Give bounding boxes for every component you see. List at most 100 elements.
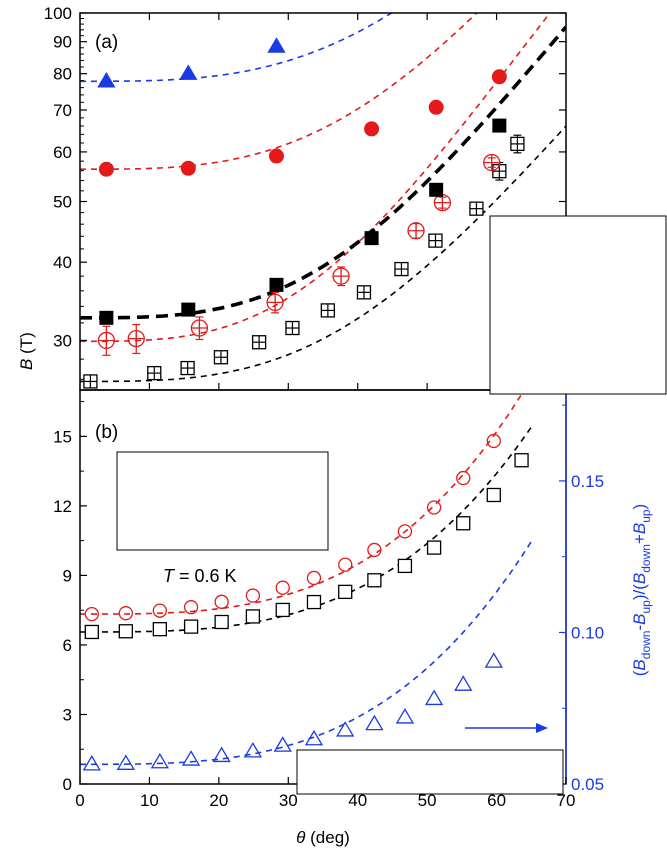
data-point-a	[429, 182, 444, 197]
marker-circle	[338, 557, 353, 572]
xtick-label: 0	[75, 791, 84, 810]
data-point-b	[273, 736, 292, 752]
ytick-label-a: 100	[44, 4, 72, 23]
marker-triangle	[365, 714, 384, 731]
data-point-b	[306, 594, 322, 610]
data-point-b	[338, 584, 353, 600]
axes-b-frame	[79, 389, 567, 785]
data-point-a	[483, 153, 501, 172]
marker-square	[183, 619, 199, 634]
data-point-a	[492, 118, 507, 133]
data-point-a	[127, 329, 145, 348]
data-point-a	[99, 310, 114, 325]
data-point-b	[152, 622, 167, 637]
data-point-a	[97, 331, 116, 350]
data-point-b	[84, 606, 99, 622]
xtick-label: 20	[209, 791, 228, 810]
x-axis-label: θ (deg)	[296, 828, 350, 847]
data-point-a	[285, 320, 300, 336]
data-point-b	[367, 542, 382, 558]
marker-triangle	[336, 721, 355, 737]
data-point-b	[514, 453, 529, 468]
data-point-a	[213, 350, 229, 365]
marker-circle	[183, 600, 199, 615]
marker-triangle	[116, 754, 135, 770]
marker-triangle	[304, 729, 324, 746]
data-point-b	[456, 470, 471, 486]
data-point-a	[320, 303, 336, 318]
ytick-label-b: 3	[63, 705, 72, 724]
marker-circle	[426, 500, 442, 515]
data-point-b	[426, 500, 442, 515]
data-point-b	[181, 750, 201, 766]
marker-square	[492, 118, 507, 133]
data-point-a	[181, 302, 196, 317]
y-axis-label: B (T)	[17, 332, 36, 370]
marker-triangle	[454, 675, 473, 691]
marker-circle	[486, 433, 501, 449]
arrow-head	[536, 723, 548, 733]
data-point-b	[424, 689, 444, 706]
marker-triangle	[150, 752, 169, 769]
data-point-a	[364, 121, 380, 137]
data-point-b	[306, 570, 322, 586]
marker-square	[99, 310, 114, 325]
data-point-b	[82, 755, 101, 771]
marker-square	[269, 277, 284, 292]
data-point-b	[304, 729, 324, 746]
data-point-a	[428, 99, 444, 115]
data-point-b	[486, 433, 501, 449]
data-point-a	[469, 201, 484, 216]
data-point-a	[83, 374, 98, 389]
data-point-b	[118, 624, 133, 639]
data-point-b	[212, 746, 231, 763]
marker-circle	[245, 588, 261, 603]
marker-circle	[428, 99, 444, 115]
marker-square	[456, 516, 471, 531]
marker-circle	[152, 603, 167, 618]
data-point-b	[456, 516, 471, 531]
data-point-b	[454, 675, 473, 691]
marker-square	[429, 182, 444, 197]
xtick-label: 60	[487, 791, 506, 810]
fit-curve-a	[80, 13, 551, 343]
data-point-b	[183, 600, 199, 615]
data-point-b	[367, 573, 382, 588]
data-point-a	[180, 360, 195, 376]
marker-triangle	[395, 708, 415, 724]
xtick-label: 70	[557, 791, 576, 810]
marker-circle	[491, 69, 507, 85]
data-point-a	[491, 69, 507, 85]
data-point-a	[428, 233, 443, 248]
marker-triangle	[97, 71, 116, 88]
data-point-b	[152, 603, 167, 618]
marker-square	[514, 453, 529, 468]
data-point-b	[150, 752, 169, 769]
ytick-label-a: 90	[53, 33, 72, 52]
annotation-temperature: T = 0.6 K	[163, 566, 237, 586]
marker-square	[181, 302, 196, 317]
data-point-b	[245, 588, 261, 603]
xtick-label: 40	[348, 791, 367, 810]
data-point-b	[275, 602, 290, 618]
data-point-b	[338, 557, 353, 572]
data-point-a	[492, 164, 507, 179]
ytick-label-a: 30	[53, 331, 72, 350]
panel-label-a: (a)	[95, 32, 118, 53]
fit-curve-b	[80, 541, 532, 766]
data-point-b	[365, 714, 384, 731]
marker-circle	[306, 570, 322, 586]
xtick-label: 30	[279, 791, 298, 810]
data-point-a	[147, 365, 162, 381]
legend-a-frame	[489, 215, 667, 395]
ytick-label-a: 60	[53, 143, 72, 162]
marker-square	[364, 231, 379, 246]
marker-triangle	[82, 755, 101, 771]
legend-b2-frame	[296, 749, 564, 795]
legend-b-frame	[116, 451, 329, 551]
ytick-label-b: 15	[53, 427, 72, 446]
marker-circle	[456, 470, 471, 486]
marker-circle	[397, 524, 413, 539]
marker-square	[426, 540, 442, 555]
marker-circle	[275, 580, 290, 595]
